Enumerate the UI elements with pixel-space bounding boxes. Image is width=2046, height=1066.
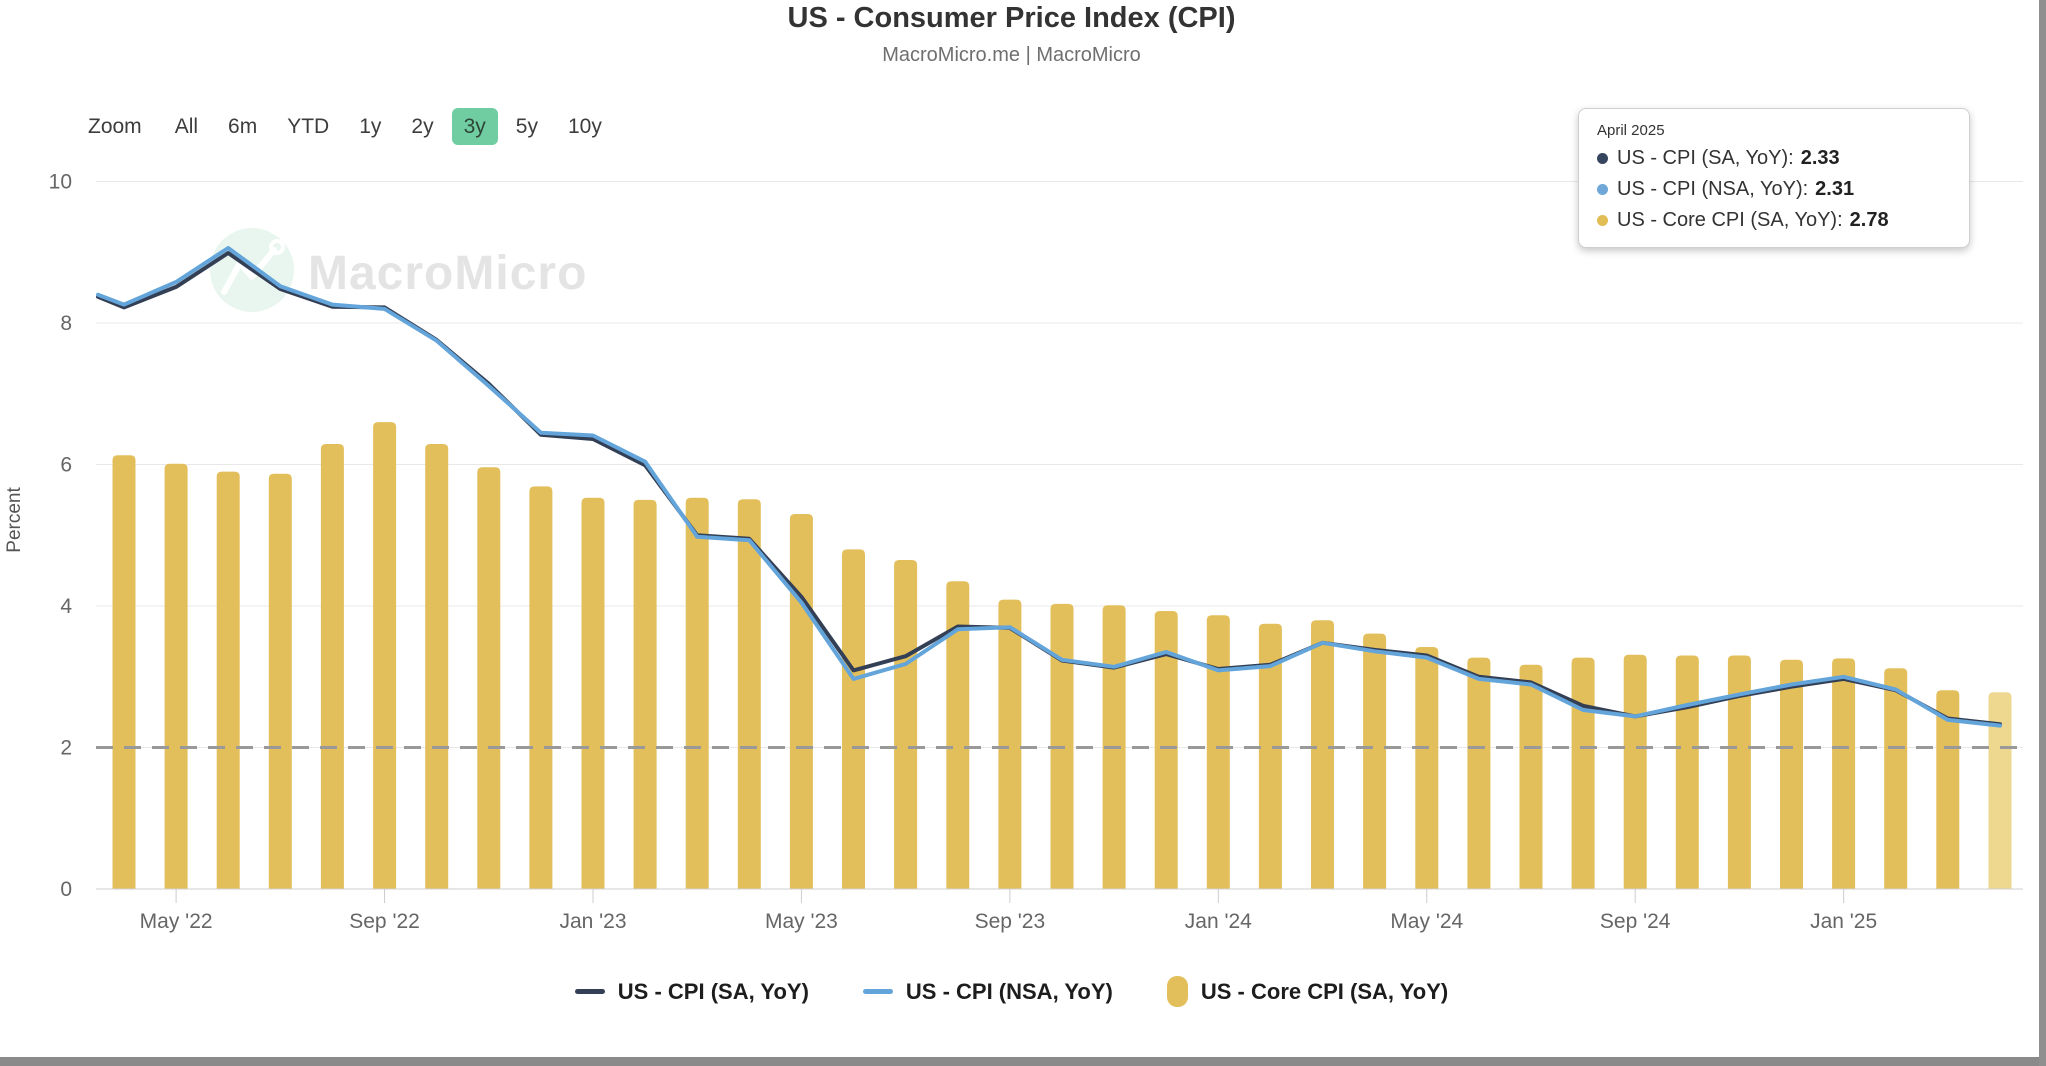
core-cpi-bar[interactable] xyxy=(1415,647,1439,889)
watermark-text: MacroMicro xyxy=(308,247,587,300)
core-cpi-bar[interactable] xyxy=(1154,611,1178,889)
chart-tooltip: April 2025 US - CPI (SA, YoY): 2.33 US -… xyxy=(1578,108,1970,248)
x-axis-tick-label: May '23 xyxy=(765,910,838,933)
range-button-5y[interactable]: 5y xyxy=(515,115,538,138)
core-cpi-bar[interactable] xyxy=(633,499,657,889)
chart-legend: US - CPI (SA, YoY) US - CPI (NSA, YoY) US … xyxy=(0,976,2023,1007)
x-axis-tick-label: Sep '24 xyxy=(1600,910,1671,933)
core-cpi-bar[interactable] xyxy=(789,514,813,889)
core-cpi-bar[interactable] xyxy=(1884,668,1908,889)
core-cpi-bar[interactable] xyxy=(112,455,136,889)
legend-item-label: US - CPI (NSA, YoY) xyxy=(905,978,1113,1004)
x-axis-tick-label: Sep '22 xyxy=(349,910,420,933)
tooltip-row-cpi-sa: US - CPI (SA, YoY): 2.33 xyxy=(1597,143,1951,174)
core-cpi-bar[interactable] xyxy=(216,471,240,889)
core-cpi-bar[interactable] xyxy=(373,422,397,889)
core-cpi-bar[interactable] xyxy=(477,467,501,889)
range-button-2y[interactable]: 2y xyxy=(411,115,434,138)
core-cpi-bar[interactable] xyxy=(1258,623,1282,889)
range-buttons: All 6m YTD 1y 2y 3y 5y 10y xyxy=(160,108,617,145)
y-axis-tick-label: 8 xyxy=(60,312,72,335)
core-cpi-bar[interactable] xyxy=(946,581,970,889)
legend-line-marker-icon xyxy=(574,989,605,994)
range-selector: Zoom All 6m YTD 1y 2y 3y 5y 10y xyxy=(88,104,617,150)
watermark-dot-icon xyxy=(269,239,285,255)
core-cpi-bar[interactable] xyxy=(1988,692,2012,889)
range-button-1y[interactable]: 1y xyxy=(359,115,382,138)
page-title: US - Consumer Price Index (CPI) xyxy=(787,2,1236,34)
tooltip-row-value: 2.31 xyxy=(1815,178,1855,200)
core-cpi-bar[interactable] xyxy=(1832,658,1856,889)
legend-item[interactable]: US - Core CPI (SA, YoY) xyxy=(1166,976,1449,1007)
x-axis-tick-label: Jan '25 xyxy=(1810,910,1877,933)
tooltip-row-label: US - CPI (SA, YoY): xyxy=(1617,147,1794,169)
cpi-nsa-line[interactable] xyxy=(96,246,2002,728)
tooltip-row-label: US - CPI (NSA, YoY): xyxy=(1617,178,1809,200)
x-axis-tick-label: Jan '23 xyxy=(559,910,626,933)
range-button-6m[interactable]: 6m xyxy=(228,115,258,138)
core-cpi-bar[interactable] xyxy=(268,473,292,889)
core-cpi-bar[interactable] xyxy=(842,549,865,889)
core-cpi-bar[interactable] xyxy=(320,444,344,889)
legend-line-marker-icon xyxy=(862,989,893,994)
horizontal-scrollbar[interactable] xyxy=(0,1057,2046,1066)
cpi-chart[interactable]: 0 2 4 6 8 10 Percent MacroMicro May '22 Sep '22… xyxy=(0,0,2046,960)
range-button-ytd[interactable]: YTD xyxy=(287,115,330,138)
zoom-label: Zoom xyxy=(88,115,142,138)
core-cpi-bar[interactable] xyxy=(1571,657,1595,889)
core-cpi-bar[interactable] xyxy=(529,486,553,889)
tooltip-row-value: 2.33 xyxy=(1800,147,1840,169)
core-cpi-bar[interactable] xyxy=(1206,615,1230,889)
tooltip-row-label: US - Core CPI (SA, YoY): xyxy=(1617,209,1843,231)
core-cpi-bar[interactable] xyxy=(1311,620,1334,889)
range-button-10y[interactable]: 10y xyxy=(567,115,602,138)
core-cpi-bar[interactable] xyxy=(998,599,1022,889)
legend-item[interactable]: US - CPI (NSA, YoY) xyxy=(862,978,1113,1005)
core-cpi-bar[interactable] xyxy=(1727,655,1751,890)
macromicro-watermark: MacroMicro xyxy=(210,228,587,312)
range-button-3y[interactable]: 3y xyxy=(451,108,498,145)
series-dot-icon xyxy=(1597,153,1608,164)
core-cpi-bar[interactable] xyxy=(685,497,709,889)
legend-item[interactable]: US - CPI (SA, YoY) xyxy=(574,978,809,1005)
y-axis-tick-label: 2 xyxy=(60,737,72,760)
x-axis-tick-label: Jan '24 xyxy=(1185,910,1252,933)
x-axis-tick-label: May '22 xyxy=(140,910,213,933)
tooltip-row-cpi-nsa: US - CPI (NSA, YoY): 2.31 xyxy=(1597,174,1951,205)
x-axis-tick-label: Sep '23 xyxy=(975,910,1046,933)
legend-bar-marker-icon xyxy=(1166,976,1188,1007)
vertical-scrollbar[interactable] xyxy=(2039,0,2046,1066)
y-axis-tick-label: 6 xyxy=(60,454,72,477)
range-button-all[interactable]: All xyxy=(174,115,199,138)
core-cpi-bar[interactable] xyxy=(894,560,918,889)
core-cpi-bar[interactable] xyxy=(1623,654,1647,889)
y-axis-tick-label: 4 xyxy=(60,595,72,618)
core-cpi-bar[interactable] xyxy=(581,497,605,889)
page-subtitle: MacroMicro.me | MacroMicro xyxy=(882,44,1141,66)
core-cpi-bar[interactable] xyxy=(737,499,761,889)
core-cpi-bar[interactable] xyxy=(1363,633,1387,889)
tooltip-row-core-cpi: US - Core CPI (SA, YoY): 2.78 xyxy=(1597,205,1951,236)
y-axis-tick-label: 10 xyxy=(49,171,72,194)
series-dot-icon xyxy=(1597,184,1608,195)
watermark-chartline-icon xyxy=(221,247,277,295)
core-cpi-bar[interactable] xyxy=(425,444,449,889)
series-dot-icon xyxy=(1597,215,1608,226)
core-cpi-bar[interactable] xyxy=(1675,655,1699,890)
tooltip-date: April 2025 xyxy=(1597,122,1665,139)
tooltip-row-value: 2.78 xyxy=(1849,209,1889,231)
legend-item-label: US - Core CPI (SA, YoY) xyxy=(1200,978,1449,1004)
x-axis-tick-label: May '24 xyxy=(1390,910,1463,933)
core-cpi-bar[interactable] xyxy=(1936,690,1960,889)
core-cpi-bar[interactable] xyxy=(1780,659,1803,889)
y-axis-tick-label: 0 xyxy=(60,878,72,901)
core-cpi-bar[interactable] xyxy=(164,463,188,889)
core-cpi-bar[interactable] xyxy=(1467,657,1491,889)
y-axis-title: Percent xyxy=(4,487,25,553)
core-cpi-bar[interactable] xyxy=(1519,664,1543,889)
legend-item-label: US - CPI (SA, YoY) xyxy=(617,978,809,1004)
